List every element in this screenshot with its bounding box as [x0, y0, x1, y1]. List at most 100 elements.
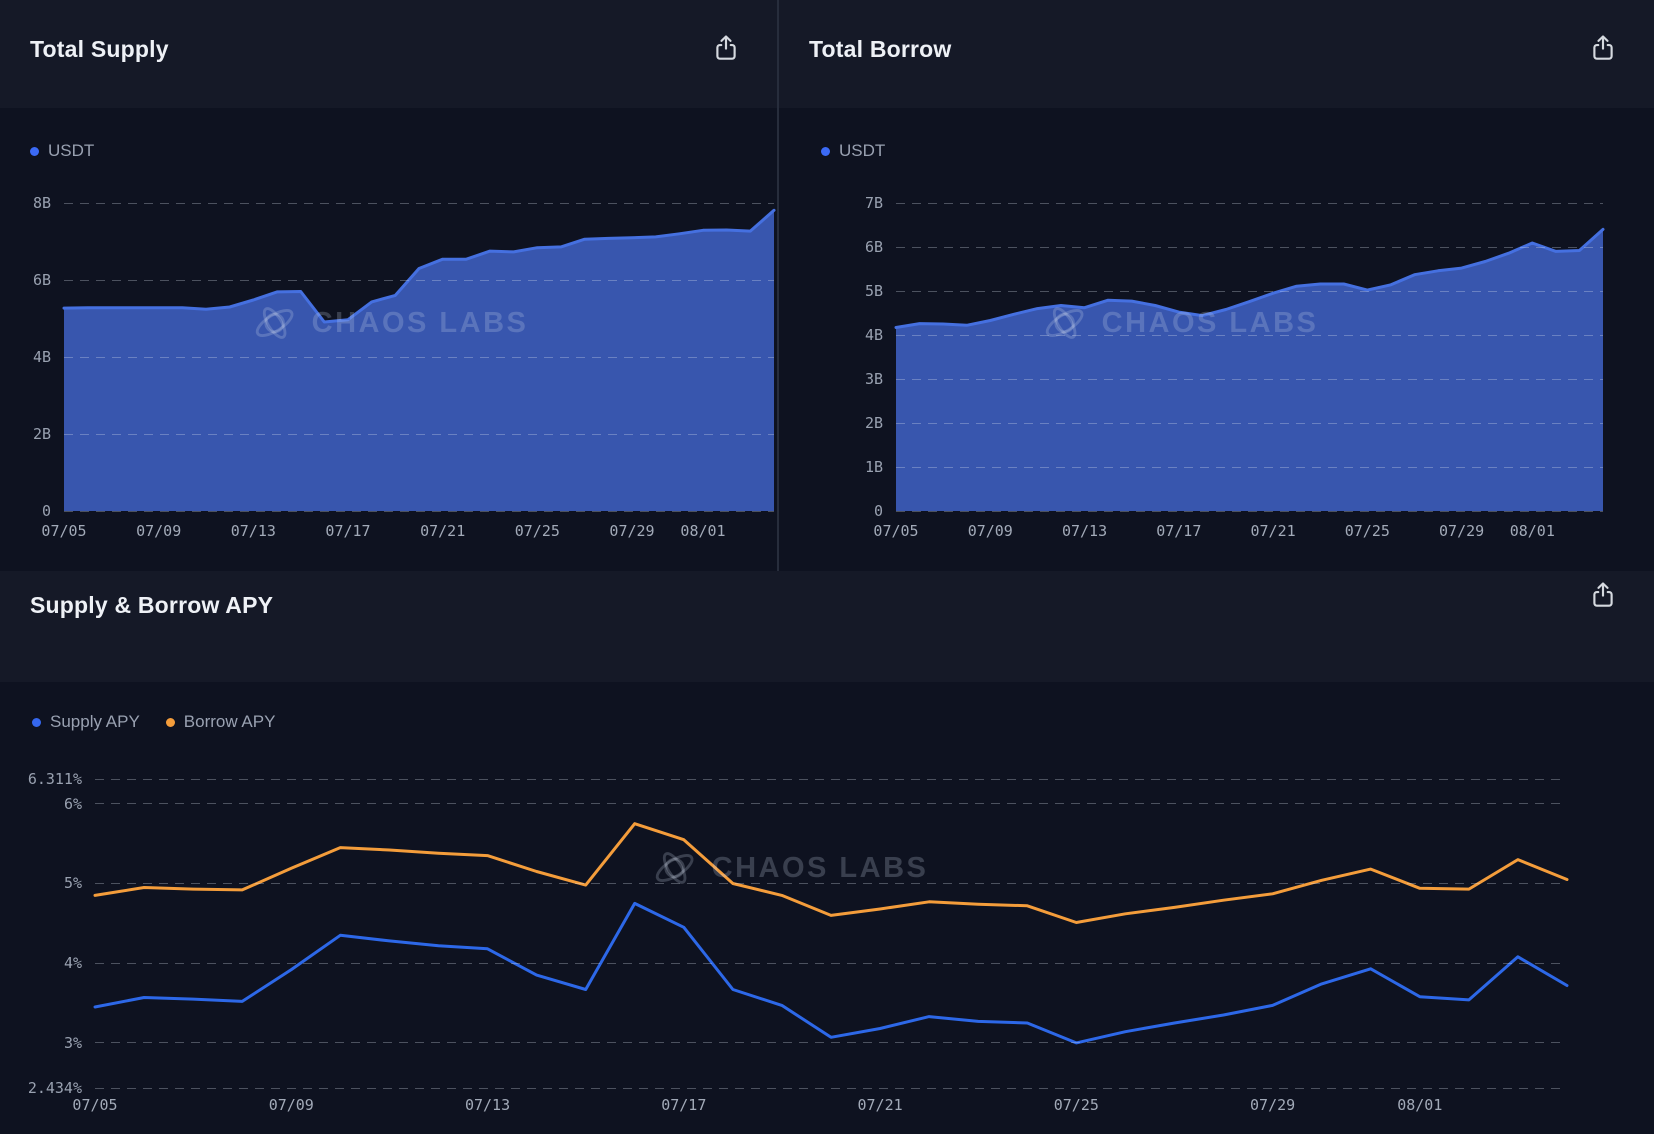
x-axis-label: 07/21	[857, 1096, 903, 1114]
total-supply-chart-body: USDT 0 2B 4B 6B 8B 07/05 07/09 07/13 07/17 07/21 0…	[0, 108, 777, 571]
x-axis-label: 07/13	[1061, 522, 1108, 540]
y-axis-label: 6.311%	[27, 770, 82, 788]
x-axis-label: 07/17	[325, 522, 371, 540]
y-axis-label: 8B	[32, 194, 51, 212]
x-axis-label: 07/29	[1439, 522, 1485, 540]
legend-label: USDT	[839, 141, 886, 160]
legend-dot	[821, 146, 830, 156]
gridline	[64, 202, 774, 204]
gridline	[95, 1087, 1567, 1089]
x-axis-label: 07/05	[72, 1096, 118, 1114]
y-axis-label: 5B	[864, 282, 883, 300]
export-button[interactable]	[709, 30, 743, 66]
gridline	[896, 510, 1603, 512]
x-axis-label: 07/25	[1053, 1096, 1099, 1114]
panel-divider	[777, 0, 779, 571]
total-borrow-panel: Total Borrow USDT 0 1B 2B 3B 4B 5B 6B 7B 07/05 07…	[779, 0, 1654, 571]
x-axis-label: 07/05	[873, 522, 919, 540]
x-axis-label: 07/09	[967, 522, 1013, 540]
gridline	[896, 202, 1603, 204]
chart-plot-area[interactable]	[62, 203, 776, 512]
legend-label: Supply APY	[50, 712, 140, 731]
gridline	[95, 882, 1567, 884]
share-icon	[716, 35, 736, 60]
series-line	[93, 901, 1569, 1045]
total-borrow-legend: USDT	[821, 141, 885, 161]
x-axis-label: 08/01	[1509, 522, 1555, 540]
total-borrow-chart-body: USDT 0 1B 2B 3B 4B 5B 6B 7B 07/05 07/09 07/13 07/17…	[779, 108, 1654, 571]
x-axis-label: 07/17	[661, 1096, 707, 1114]
legend-item-usdt[interactable]: USDT	[821, 141, 885, 161]
x-axis-label: 07/09	[136, 522, 182, 540]
x-axis-label: 08/01	[1397, 1096, 1443, 1114]
y-axis-label: 0	[41, 502, 51, 520]
gridline	[64, 356, 774, 358]
chart-plot-area[interactable]	[93, 779, 1569, 1088]
gridline	[64, 279, 774, 281]
series-line	[93, 822, 1569, 924]
y-axis-label: 3B	[864, 370, 883, 388]
gridline	[896, 422, 1603, 424]
gridline	[896, 466, 1603, 468]
supply-borrow-apy-chart[interactable]: 6.311% 6% 5% 4% 3% 2.434% 07/05 07/09 07/13 07/17…	[0, 682, 1654, 1134]
total-supply-header: Total Supply	[0, 0, 777, 108]
gridline	[896, 290, 1603, 292]
area-fill	[896, 229, 1603, 511]
panel-title: Total Borrow	[809, 35, 952, 62]
x-axis-label: 07/17	[1156, 522, 1202, 540]
gridline	[896, 378, 1603, 380]
x-axis-label: 07/13	[230, 522, 276, 540]
gridline	[95, 962, 1567, 964]
gridline	[95, 803, 1567, 805]
panel-title: Total Supply	[30, 35, 169, 62]
apy-legend: Supply APY Borrow APY	[32, 712, 275, 732]
share-icon	[1593, 35, 1613, 60]
series-line	[62, 208, 776, 324]
x-axis-label: 07/05	[41, 522, 87, 540]
legend-item-borrow-apy[interactable]: Borrow APY	[165, 712, 276, 732]
y-axis-label: 4B	[32, 348, 51, 366]
export-button[interactable]	[1586, 577, 1620, 613]
y-axis-label: 7B	[864, 194, 883, 212]
gridline	[95, 1042, 1567, 1044]
y-axis-label: 4%	[63, 954, 82, 973]
y-axis-label: 6B	[32, 271, 51, 289]
total-supply-legend: USDT	[30, 141, 94, 161]
legend-item-supply-apy[interactable]: Supply APY	[32, 712, 140, 732]
legend-item-usdt[interactable]: USDT	[30, 141, 94, 161]
apy-chart-body: Supply APY Borrow APY 6.311% 6% 5% 4% 3% 2.43…	[0, 682, 1654, 1134]
legend-dot	[30, 146, 39, 156]
supply-borrow-apy-panel: Supply & Borrow APY Supply APY Borrow AP…	[0, 571, 1654, 1134]
gridline	[896, 246, 1603, 248]
y-axis-label: 5%	[63, 874, 82, 893]
area-fill	[64, 210, 774, 512]
x-axis-label: 07/25	[514, 522, 560, 540]
chart-plot-area[interactable]	[894, 203, 1605, 511]
legend-dot	[165, 717, 175, 727]
x-axis-label: 08/01	[680, 522, 726, 540]
y-axis-label: 6%	[63, 794, 82, 813]
gridline	[64, 433, 774, 435]
y-axis-label: 1B	[864, 458, 883, 476]
y-axis-label: 2B	[864, 414, 883, 432]
x-axis-label: 07/21	[1250, 522, 1296, 540]
legend-label: Borrow APY	[183, 712, 276, 731]
supply-borrow-apy-header: Supply & Borrow APY	[0, 571, 1654, 682]
series-line	[894, 227, 1605, 329]
y-axis-label: 6B	[864, 238, 883, 256]
export-button[interactable]	[1586, 30, 1620, 66]
legend-label: USDT	[48, 141, 95, 160]
y-axis-label: 3%	[63, 1033, 82, 1052]
total-supply-panel: Total Supply USDT 0 2B 4B 6B 8B 07/05 07/09 07/…	[0, 0, 777, 571]
panel-title: Supply & Borrow APY	[30, 591, 274, 618]
total-borrow-chart[interactable]: 0 1B 2B 3B 4B 5B 6B 7B 07/05 07/09 07/13 07/17 07/21…	[779, 108, 1654, 571]
share-icon	[1593, 582, 1613, 607]
x-axis-label: 07/29	[1250, 1096, 1296, 1114]
y-axis-label: 2B	[32, 425, 51, 443]
total-supply-chart[interactable]: 0 2B 4B 6B 8B 07/05 07/09 07/13 07/17 07/21 07/25 0…	[0, 108, 777, 571]
x-axis-label: 07/25	[1344, 522, 1390, 540]
legend-dot	[32, 717, 41, 727]
y-axis-label: 0	[873, 502, 883, 520]
y-axis-label: 4B	[864, 326, 883, 344]
